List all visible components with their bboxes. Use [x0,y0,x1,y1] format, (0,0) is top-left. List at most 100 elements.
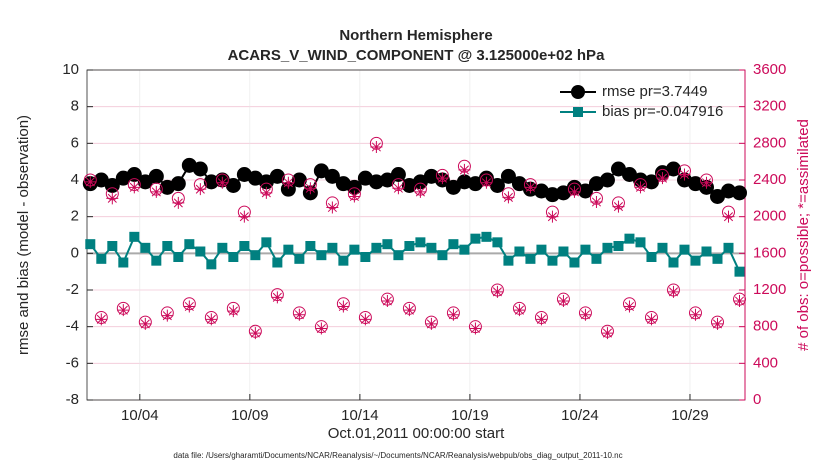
bias-point [338,255,349,266]
bias-point [657,242,668,253]
bias-point [481,231,492,242]
bias-point [679,244,690,255]
bias-point [151,255,162,266]
assimilated-obs-point [513,304,526,317]
bias-point [371,242,382,253]
rmse-point [489,178,505,193]
assimilated-obs-point [634,181,647,194]
bias-point [492,237,503,248]
assimilated-obs-point [304,182,317,195]
footnote: data file: /Users/gharamti/Documents/NCA… [173,451,622,460]
assimilated-obs-point [139,317,152,330]
assimilated-obs-point [711,317,724,330]
bias-point [525,253,536,264]
series [85,231,745,277]
bias-point [624,233,635,244]
bias-point [569,257,580,268]
assimilated-obs-point [161,309,174,322]
y2-tick-label: 800 [753,318,778,335]
legend-label: rmse pr=3.7449 [602,83,707,100]
bias-point [404,241,415,251]
assimilated-obs-point [370,141,383,153]
bias-point [558,246,569,257]
y2-tick-label: 1200 [753,281,786,298]
assimilated-obs-point [480,176,493,189]
bias-point [635,237,646,248]
assimilated-obs-point [601,327,614,340]
rmse-point [599,172,615,188]
bias-point [426,242,437,253]
assimilated-obs-point [84,175,97,188]
assimilated-obs-point [700,176,713,189]
bias-point [184,239,195,250]
bias-point [129,231,140,242]
series [82,157,747,204]
rmse-point [500,168,516,184]
assimilated-obs-point [326,201,339,214]
assimilated-obs-point [172,196,185,209]
assimilated-obs-point [403,304,416,317]
bias-point [514,246,525,257]
rmse-point [170,176,186,192]
bias-point [712,253,723,264]
bias-point [448,239,459,250]
bias-point [547,255,558,266]
bias-point [382,239,393,250]
chart-subtitle: ACARS_V_WIND_COMPONENT @ 3.125000e+02 hP… [228,47,606,64]
assimilated-obs-point [436,172,449,185]
bias-point [294,253,305,264]
bias-point [349,244,360,255]
assimilated-obs-point [645,313,658,326]
assimilated-obs-point [689,308,702,321]
bias-point [228,252,239,262]
y-tick-label: -2 [66,281,79,298]
legend-marker [571,85,585,99]
bias-point [327,242,338,253]
rmse-point [731,185,747,201]
x-tick-label: 10/19 [451,407,489,424]
assimilated-obs-point [535,313,548,326]
rmse-point [390,167,406,182]
assimilated-obs-point [414,185,427,198]
y2-tick-label: 3600 [753,61,786,78]
assimilated-obs-point [128,181,141,194]
assimilated-obs-point [722,210,735,223]
y-tick-label: -8 [66,391,79,408]
legend-label: bias pr=-0.047916 [602,103,723,120]
y-tick-label: 6 [71,134,79,151]
assimilated-obs-point [667,285,680,298]
y2-tick-label: 2800 [753,134,786,151]
bias-point [162,241,173,251]
y-tick-label: 10 [62,61,79,78]
assimilated-obs-point [381,295,394,307]
y-tick-label: -4 [66,318,79,335]
bias-point [580,244,591,255]
assimilated-obs-point [733,295,746,307]
y-axis-label: rmse and bias (model - observation) [15,115,32,355]
bias-point [734,266,745,277]
y-tick-label: 2 [71,208,79,225]
assimilated-obs-point [524,181,537,194]
bias-point [217,242,228,253]
bias-point [393,250,404,261]
bias-point [646,252,657,262]
bias-point [723,242,734,253]
assimilated-obs-point [249,327,262,340]
y2-axis-label: # of obs: o=possible; *=assimilated [795,119,812,351]
rmse-point [324,168,340,184]
rmse-point [192,161,208,177]
rmse-point [148,168,164,184]
x-tick-label: 10/14 [341,407,379,424]
bias-point [173,252,184,262]
assimilated-obs-point [359,313,372,326]
bias-point [283,244,294,255]
y2-tick-label: 1600 [753,244,786,261]
y2-tick-label: 400 [753,354,778,371]
assimilated-obs-point [106,192,119,205]
bias-point [437,250,448,261]
bias-point [459,244,470,255]
bias-point [305,241,316,251]
bias-point [701,246,712,257]
bias-point [239,241,250,251]
assimilated-obs-point [491,285,504,298]
